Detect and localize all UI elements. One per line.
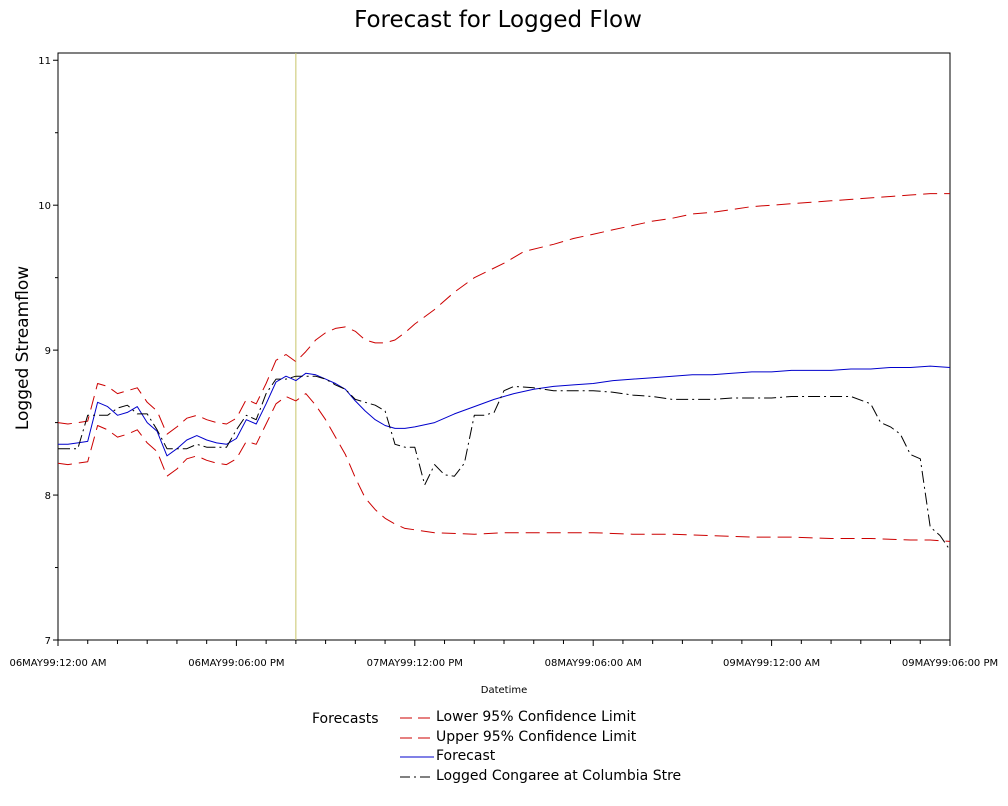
x-tick-label: 06MAY99:06:00 PM	[188, 658, 284, 669]
plot-frame	[57, 52, 951, 641]
x-tick-label: 09MAY99:12:00 AM	[723, 658, 820, 669]
y-axis-label: Logged Streamflow	[13, 266, 33, 430]
y-tick-label: 10	[38, 201, 51, 212]
x-tick-label: 08MAY99:06:00 AM	[545, 658, 642, 669]
legend-label-upper-limit: Upper 95% Confidence Limit	[436, 729, 637, 745]
series-upper-confidence-limit	[57, 193, 950, 435]
legend: Forecasts Lower 95% Confidence Limit Upp…	[312, 709, 872, 799]
y-axis-ticks: 7 8 9 10 11	[38, 56, 58, 647]
legend-label-observed: Logged Congaree at Columbia Stre	[436, 768, 682, 784]
chart-title: Forecast for Logged Flow	[354, 7, 642, 33]
legend-swatch-forecast	[400, 756, 434, 758]
y-tick-label: 11	[38, 56, 51, 67]
y-tick-label: 7	[45, 636, 51, 647]
x-tick-label: 06MAY99:12:00 AM	[9, 658, 106, 669]
series-logged-congaree	[58, 375, 951, 551]
x-tick-label: 09MAY99:06:00 PM	[902, 658, 998, 669]
y-tick-label: 8	[45, 491, 51, 502]
legend-title: Forecasts	[312, 711, 379, 727]
y-tick-label: 9	[45, 346, 51, 357]
legend-swatch-upper-limit	[400, 737, 434, 739]
series-layer	[57, 193, 951, 551]
legend-swatch-lower-limit	[400, 717, 434, 719]
legend-label-forecast: Forecast	[436, 748, 496, 764]
x-axis-label: Datetime	[481, 685, 528, 696]
series-forecast	[58, 365, 951, 457]
series-lower-confidence-limit	[57, 393, 951, 542]
x-tick-label: 07MAY99:12:00 PM	[367, 658, 463, 669]
x-axis-ticks: 06MAY99:12:00 AM 06MAY99:06:00 PM 07MAY99:…	[9, 640, 998, 669]
legend-swatch-observed	[400, 776, 434, 778]
legend-label-lower-limit: Lower 95% Confidence Limit	[436, 709, 636, 725]
